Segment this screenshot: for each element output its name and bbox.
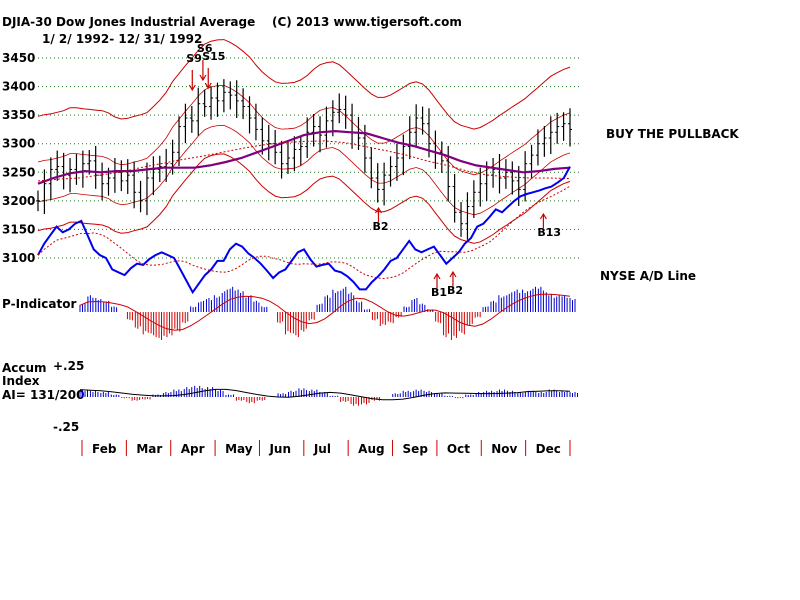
month-label: Feb [92,442,117,456]
p-indicator-ma [79,293,571,331]
sell-arrowhead [188,84,196,92]
month-label: Aug [358,442,384,456]
p-indicator-panel [79,286,576,340]
signal-label: B13 [537,226,561,239]
month-axis: Feb Mar Apr May Jun Jul Aug Sep Oct Nov Dec [81,440,571,456]
inner-upper-band [37,84,571,176]
accum-tick-bottom: -.25 [53,420,79,434]
accum-ma [79,388,571,401]
signal-label: B2 [447,284,463,297]
inner-lower-band [37,124,571,216]
chart-title: DJIA-30 Dow Jones Industrial Average [2,15,255,29]
lower-band [37,153,571,244]
accum-index-panel [79,385,578,406]
y-tick-label: 3200 [2,194,35,208]
ad-line-ma [37,185,571,280]
month-label: Apr [181,442,205,456]
month-label: Oct [447,442,470,456]
signal-label: S15 [202,50,225,63]
y-tick-label: 3150 [2,222,35,236]
ad-line-label: NYSE A/D Line [600,269,696,283]
signal-label: B2 [372,220,388,233]
accum-label-1: Accum [2,361,47,375]
y-tick-label: 3100 [2,251,35,265]
annotation-buy-the-pullback: BUY THE PULLBACK [606,127,739,141]
ma-21-line [37,129,571,185]
y-tick-label: 3300 [2,137,35,151]
sell-arrowhead [204,82,212,90]
ad-line-path [37,166,571,295]
ai-value-text: AI= 131/200 [2,388,84,402]
month-label: May [225,442,253,456]
buy-arrowhead [374,206,382,214]
month-label: Jul [313,442,331,456]
ad-line [37,166,571,295]
accum-label-2: Index [2,374,40,388]
sell-arrowhead [199,74,207,82]
p-indicator-label: P-Indicator [2,297,76,311]
y-tick-label: 3350 [2,108,35,122]
month-label: Nov [491,442,517,456]
accum-tick-top: +.25 [53,359,84,373]
price-bands [37,39,571,244]
buy-arrowhead [449,270,457,278]
y-tick-label: 3450 [2,51,35,65]
ma-200-line [37,140,571,182]
month-label: Mar [136,442,162,456]
date-range: 1/ 2/ 1992- 12/ 31/ 1992 [42,32,202,46]
signal-label: S9 [186,52,202,65]
month-label: Dec [536,442,561,456]
y-tick-label: 3400 [2,80,35,94]
buy-arrowhead [433,272,441,280]
signal-label: B1 [431,286,447,299]
copyright-text: (C) 2013 www.tigersoft.com [272,15,462,29]
y-tick-label: 3250 [2,165,35,179]
signal-label: S6 [197,42,213,55]
buy-arrowhead [539,212,547,220]
price-grid [38,57,580,259]
price-y-axis: 3100 3150 3200 3250 3300 3350 3400 3450 [2,51,35,265]
month-label: Sep [403,442,429,456]
price-bars [36,79,572,240]
moving-averages [37,129,571,185]
upper-band [37,39,571,130]
month-label: Jun [268,442,291,456]
